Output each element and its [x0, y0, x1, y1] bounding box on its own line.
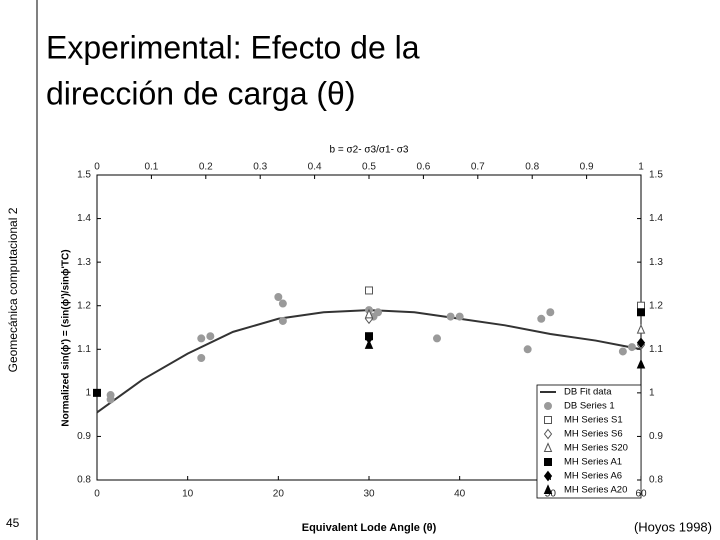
y2-tick-label: 0.9 — [649, 431, 663, 442]
legend-swatch — [544, 402, 552, 410]
point — [197, 334, 206, 343]
y-tick-label: 1.3 — [77, 257, 91, 268]
x2-tick-label: 0.6 — [416, 162, 430, 173]
x2-tick-label: 0 — [94, 162, 100, 173]
legend-label: MH Series S1 — [564, 415, 623, 426]
point — [278, 316, 287, 325]
x2-tick-label: 0.2 — [199, 162, 213, 173]
point — [274, 293, 283, 301]
y2-tick-label: 1.3 — [649, 257, 663, 268]
point — [537, 314, 546, 323]
x2-tick-label: 0.5 — [362, 162, 376, 173]
point — [93, 388, 101, 397]
point — [365, 286, 373, 295]
y2-tick-label: 1.4 — [649, 213, 663, 224]
y2-tick-label: 1.2 — [649, 300, 663, 311]
point — [106, 395, 115, 404]
point — [433, 334, 441, 343]
y2-tick-label: 0.8 — [649, 475, 663, 486]
x-tick-label: 20 — [273, 489, 285, 500]
legend-label: MH Series S20 — [564, 443, 628, 454]
y-tick-label: 0.9 — [77, 431, 91, 442]
x2-tick-label: 0.7 — [471, 162, 485, 173]
point — [523, 345, 532, 354]
x-tick-label: 60 — [635, 489, 647, 500]
legend-label: MH Series A20 — [564, 485, 627, 496]
point — [364, 339, 374, 349]
y-tick-label: 1.1 — [77, 344, 91, 355]
y2-tick-label: 1 — [649, 387, 655, 398]
point — [546, 308, 555, 317]
y-tick-label: 1 — [85, 387, 91, 398]
y-tick-label: 0.8 — [77, 475, 91, 486]
x-tick-label: 30 — [363, 489, 375, 500]
x2-tick-label: 0.9 — [580, 162, 594, 173]
y-tick-label: 1.2 — [77, 300, 91, 311]
point — [197, 354, 206, 362]
y2-tick-label: 1.5 — [649, 170, 663, 181]
x2-tick-label: 0.4 — [308, 162, 322, 173]
x-tick-label: 40 — [454, 489, 466, 500]
x2-tick-label: 0.8 — [525, 162, 539, 173]
legend-box — [536, 384, 642, 499]
x-tick-label: 10 — [182, 489, 194, 500]
point — [455, 312, 464, 321]
point — [206, 332, 215, 341]
x2-axis-title: b = σ2- σ3/σ1- σ3 — [330, 145, 409, 156]
point — [636, 323, 646, 334]
page-number: 45 — [6, 516, 20, 530]
point — [278, 299, 287, 308]
slide-title: dirección de carga (θ) — [46, 75, 355, 111]
x2-tick-label: 0.3 — [253, 162, 267, 173]
side-label: Geomecánica computacional 2 — [6, 207, 20, 372]
legend-label: DB Fit data — [564, 387, 612, 398]
legend-swatch — [543, 442, 553, 452]
x2-tick-label: 0.1 — [144, 162, 158, 173]
legend-label: MH Series A6 — [564, 471, 622, 482]
y-tick-label: 1.5 — [77, 170, 91, 181]
slide-title: Experimental: Efecto de la — [46, 29, 420, 65]
legend-label: MH Series S6 — [564, 429, 623, 440]
citation: (Hoyos 1998) — [634, 519, 712, 534]
legend-swatch — [543, 484, 553, 494]
legend-label: MH Series A1 — [564, 457, 622, 468]
x-tick-label: 50 — [545, 489, 557, 500]
point — [618, 347, 627, 356]
x-axis-title: Equivalent Lode Angle (θ) — [302, 522, 437, 534]
y-tick-label: 1.4 — [77, 213, 91, 224]
point — [636, 337, 646, 349]
y-axis-title: Normalized sin(ϕ') = (sin(ϕ')/sinϕ'TC) — [61, 249, 72, 426]
y2-tick-label: 1.1 — [649, 344, 663, 355]
point — [636, 358, 646, 369]
point — [364, 308, 374, 319]
legend-swatch — [544, 416, 552, 424]
legend-swatch — [544, 458, 552, 466]
point — [446, 312, 455, 321]
point — [374, 308, 383, 317]
legend-swatch — [543, 428, 553, 440]
legend-label: DB Series 1 — [564, 401, 615, 412]
x2-tick-label: 1 — [638, 162, 644, 173]
point — [637, 308, 645, 317]
point — [637, 301, 645, 310]
legend-swatch — [543, 470, 553, 482]
x-tick-label: 0 — [94, 489, 100, 500]
point — [627, 343, 636, 352]
